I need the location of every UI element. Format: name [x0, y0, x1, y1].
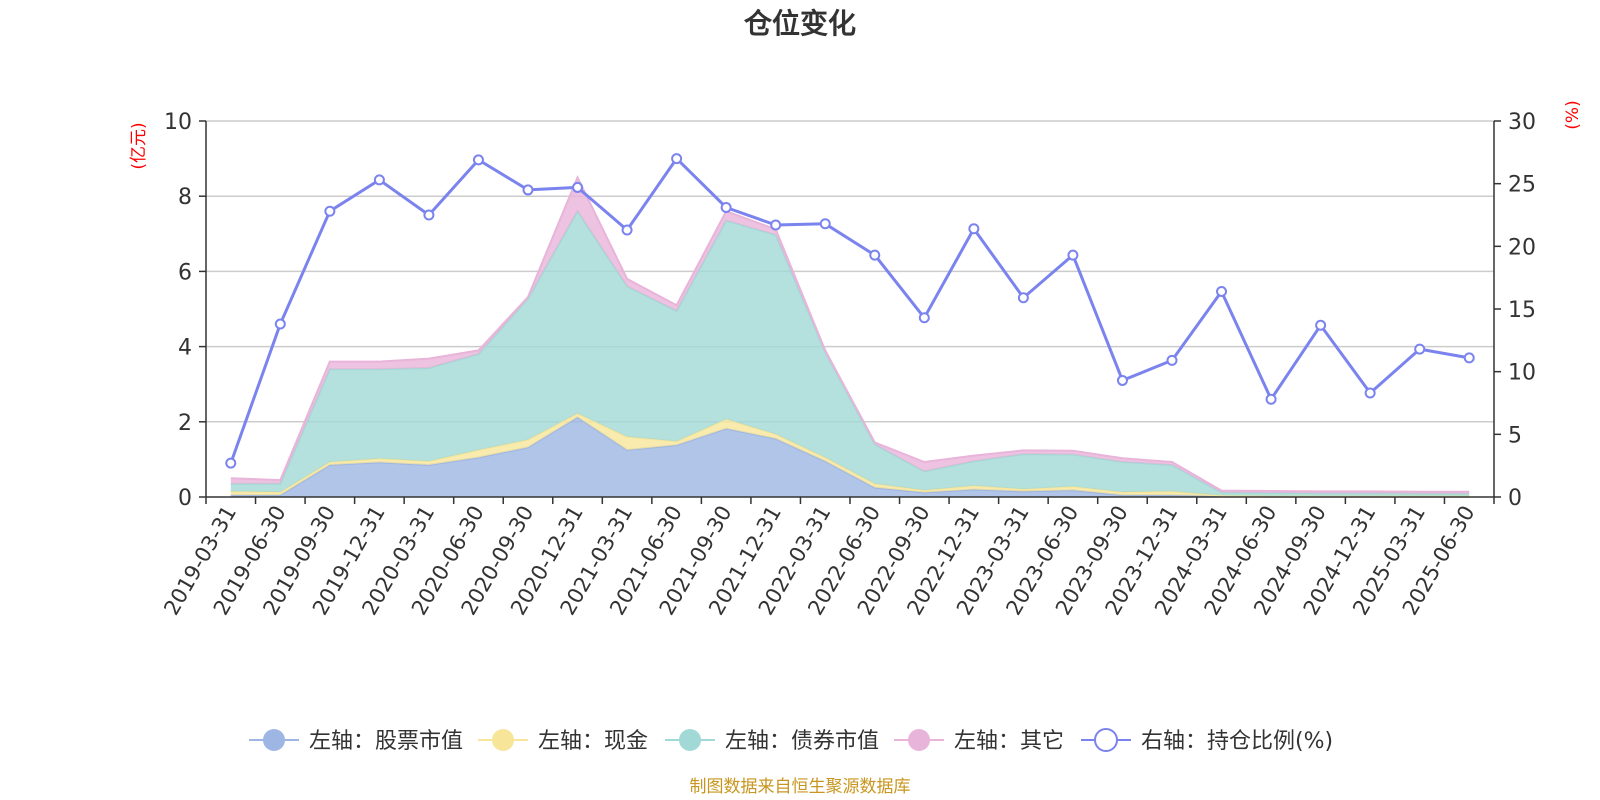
ratio-point [671, 153, 683, 165]
ratio-line [225, 153, 1475, 469]
ratio-point [274, 318, 286, 330]
right-tick-label: 10 [1508, 361, 1536, 386]
ratio-point [1463, 352, 1475, 364]
ratio-point [1166, 354, 1178, 366]
right-tick-label: 25 [1508, 173, 1536, 198]
ratio-point [869, 249, 881, 261]
legend-item-4[interactable]: 右轴：持仓比例(%) [1081, 728, 1333, 754]
ratio-point [819, 218, 831, 230]
ratio-point [621, 224, 633, 236]
stacked-areas [230, 174, 1470, 498]
area-series-0 [230, 417, 1470, 497]
ratio-point [918, 312, 930, 324]
ratio-point [1116, 374, 1128, 386]
left-tick-label: 2 [178, 411, 192, 436]
ratio-point [324, 205, 336, 217]
ratio-point [1017, 292, 1029, 304]
left-tick-label: 6 [178, 260, 192, 285]
legend-marker-icon [1094, 728, 1118, 752]
ratio-point [1364, 387, 1376, 399]
right-tick-label: 15 [1508, 298, 1536, 323]
legend-label: 左轴：其它 [954, 729, 1064, 754]
legend-label: 左轴：股票市值 [309, 729, 463, 754]
ratio-point [572, 181, 584, 193]
legend-marker-icon [908, 729, 930, 751]
left-axis-unit: (亿元) [129, 122, 149, 169]
legend-label: 左轴：债券市值 [725, 729, 879, 754]
ratio-point [472, 154, 484, 166]
right-tick-label: 20 [1508, 235, 1536, 260]
right-axis-unit: (%) [1563, 100, 1583, 129]
left-tick-label: 10 [164, 110, 192, 135]
legend-marker-icon [679, 729, 701, 751]
ratio-point [1315, 319, 1327, 331]
legend-item-3[interactable]: 左轴：其它 [894, 729, 1064, 754]
area-series-2 [230, 211, 1470, 496]
right-tick-label: 0 [1508, 486, 1522, 511]
ratio-point [720, 201, 732, 213]
ratio-point [225, 457, 237, 469]
ratio-point [373, 174, 385, 186]
chart-title: 仓位变化 [744, 7, 856, 40]
ratio-point [1216, 285, 1228, 297]
grid-lines [206, 120, 1494, 423]
left-tick-label: 0 [178, 486, 192, 511]
ratio-point [522, 184, 534, 196]
legend-marker-icon [263, 729, 285, 751]
legend-item-1[interactable]: 左轴：现金 [478, 729, 648, 754]
legend-item-2[interactable]: 左轴：债券市值 [665, 729, 879, 754]
ratio-point [423, 209, 435, 221]
ratio-point [968, 223, 980, 235]
right-tick-label: 5 [1508, 423, 1522, 448]
ratio-line-path [229, 157, 1470, 464]
legend: 左轴：股票市值 左轴：现金 左轴：债券市值 左轴：其它 右轴：持仓比例(%) [249, 728, 1333, 754]
ratio-point [1067, 249, 1079, 261]
area-series-3-edge [230, 174, 1470, 493]
legend-label: 左轴：现金 [538, 729, 648, 754]
left-tick-label: 4 [178, 336, 192, 361]
left-tick-label: 8 [178, 185, 192, 210]
legend-item-0[interactable]: 左轴：股票市值 [249, 729, 463, 754]
legend-marker-icon [492, 729, 514, 751]
right-tick-label: 30 [1508, 110, 1536, 135]
legend-label: 右轴：持仓比例(%) [1141, 729, 1333, 754]
ratio-point [770, 219, 782, 231]
ratio-point [1265, 393, 1277, 405]
source-note: 制图数据来自恒生聚源数据库 [690, 777, 911, 797]
ratio-point [1414, 343, 1426, 355]
